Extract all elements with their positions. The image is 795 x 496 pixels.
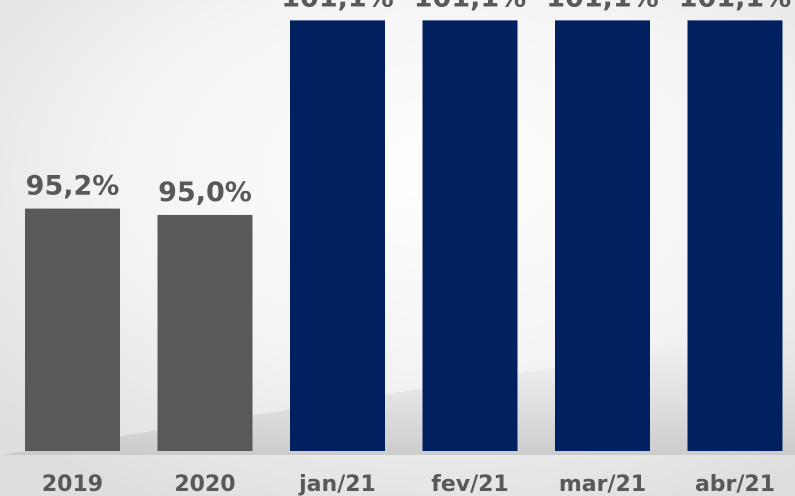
bar-1 bbox=[157, 214, 253, 451]
category-labels-layer: 2019 2020 jan/21 fev/21 mar/21 abr/21 bbox=[42, 472, 775, 496]
value-labels-layer: 95,2% 95,0% 101,1% 101,1% 101,1% 101,1% bbox=[26, 0, 792, 208]
category-label-3: fev/21 bbox=[431, 472, 508, 496]
bar-5 bbox=[687, 20, 783, 451]
bar-4 bbox=[555, 20, 650, 451]
value-label-4: 101,1% bbox=[546, 0, 658, 13]
value-label-3: 101,1% bbox=[414, 0, 526, 13]
bar-0 bbox=[25, 208, 120, 451]
value-label-1: 95,0% bbox=[158, 177, 252, 208]
category-label-1: 2020 bbox=[174, 472, 235, 496]
value-label-2: 101,1% bbox=[281, 0, 393, 13]
bars-layer bbox=[25, 20, 783, 451]
category-label-0: 2019 bbox=[42, 472, 103, 496]
value-label-5: 101,1% bbox=[679, 0, 791, 13]
bar-2 bbox=[290, 20, 385, 451]
value-label-0: 95,2% bbox=[26, 171, 120, 202]
category-label-4: mar/21 bbox=[559, 472, 646, 496]
category-label-5: abr/21 bbox=[695, 472, 775, 496]
category-label-2: jan/21 bbox=[298, 472, 376, 496]
bar-3 bbox=[422, 20, 518, 451]
